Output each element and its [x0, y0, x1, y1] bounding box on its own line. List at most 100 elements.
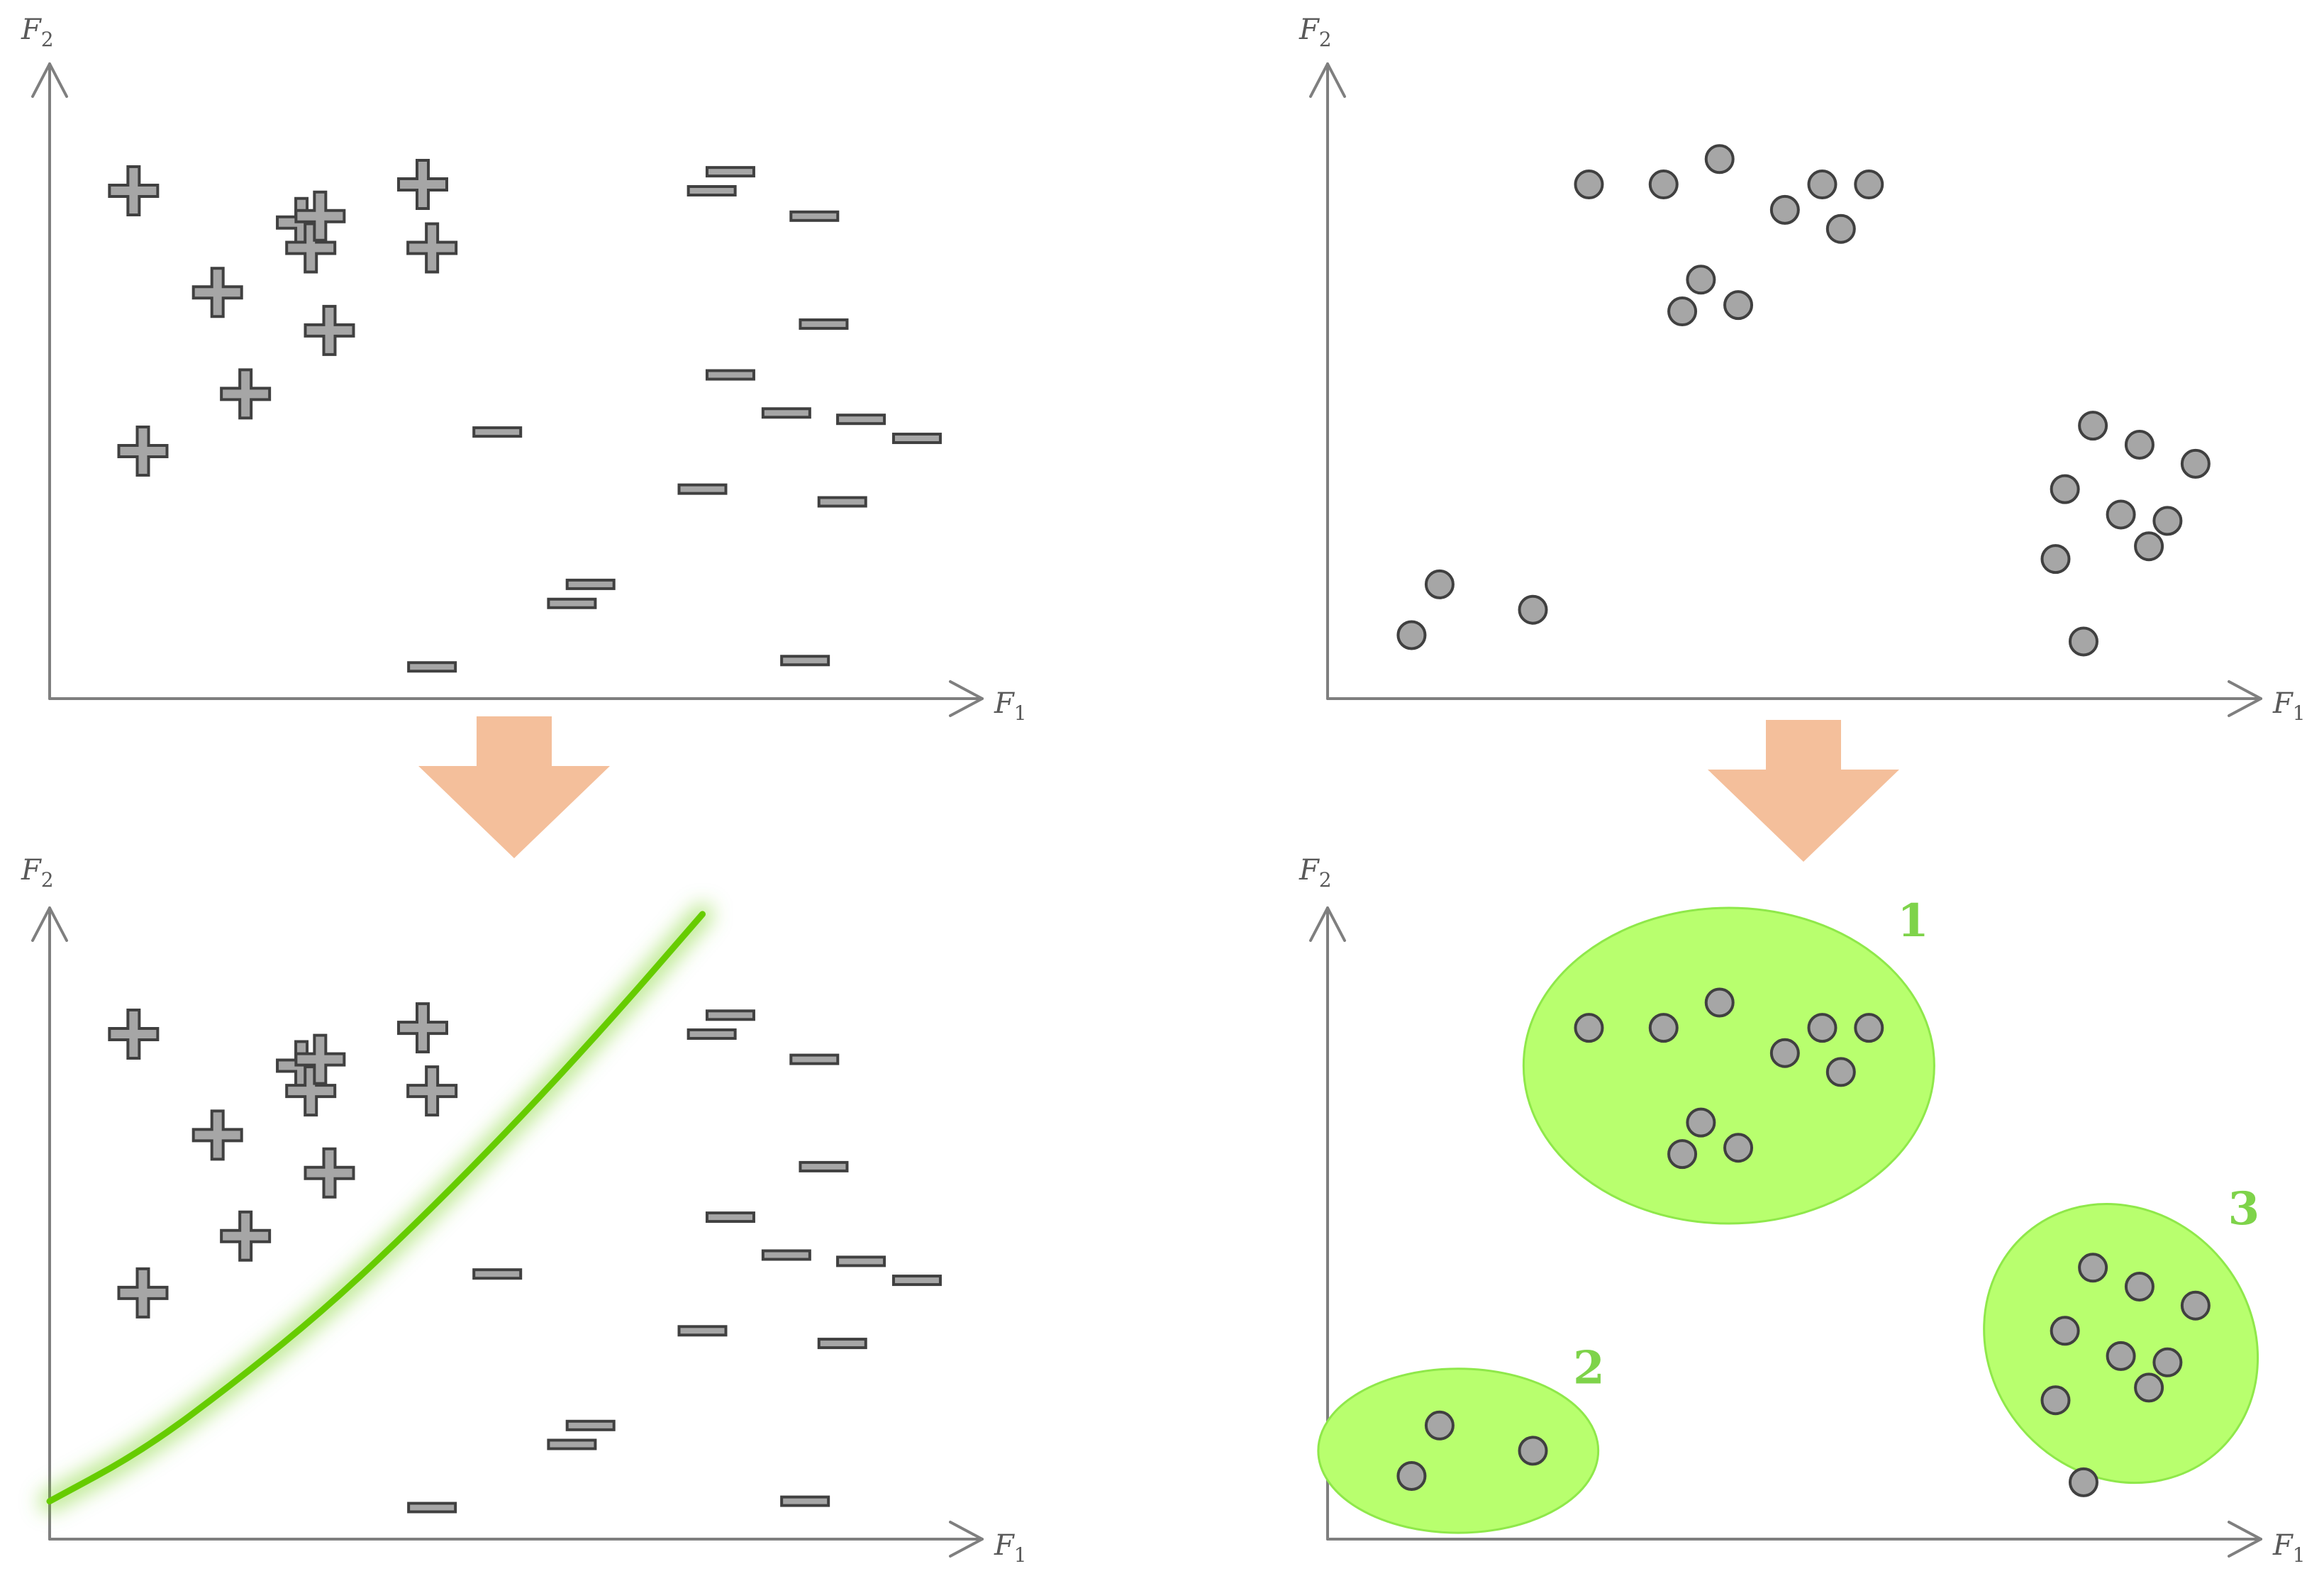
- minus-point: [686, 1028, 737, 1040]
- plus-point: [220, 1210, 272, 1262]
- x-axis-arrowhead: [949, 1521, 984, 1558]
- y-axis-arrowhead: [31, 906, 68, 942]
- y-axis-arrowhead: [1309, 906, 1346, 942]
- minus-point: [836, 1255, 886, 1267]
- minus-point: [789, 1053, 840, 1065]
- data-point: [1723, 1133, 1754, 1163]
- x-axis-arrowhead: [2228, 680, 2262, 717]
- x-axis-label: F1: [2272, 687, 2306, 725]
- y-axis-label: F2: [21, 854, 54, 892]
- classification-step-arrow: [418, 716, 610, 858]
- data-point: [1396, 1461, 1427, 1491]
- data-point: [1769, 194, 1800, 225]
- plus-point: [191, 1109, 243, 1161]
- clustering-step-arrow: [1708, 720, 1899, 862]
- minus-point: [547, 1438, 597, 1450]
- y-axis-arrowhead: [31, 62, 68, 98]
- minus-point: [677, 1325, 728, 1337]
- data-point: [1648, 170, 1679, 200]
- y-axis-label: F2: [21, 13, 54, 51]
- data-point: [1807, 170, 1837, 200]
- minus-point: [547, 597, 597, 609]
- cluster-region-2: [1317, 1367, 1600, 1534]
- classification-points: [108, 1002, 942, 1514]
- plus-point: [294, 190, 346, 242]
- data-point: [2050, 474, 2080, 504]
- plus-point: [117, 1267, 169, 1319]
- plus-point: [191, 267, 243, 318]
- data-point: [2134, 531, 2164, 562]
- minus-point: [686, 185, 737, 196]
- data-point: [2068, 1467, 2098, 1497]
- minus-point: [891, 1275, 942, 1287]
- plus-point: [285, 222, 337, 274]
- cluster-region-1: [1522, 906, 1935, 1225]
- data-point: [1424, 1410, 1455, 1441]
- data-point: [1704, 987, 1735, 1018]
- data-point: [1825, 213, 1856, 244]
- plus-point: [294, 1033, 346, 1085]
- plus-point: [304, 304, 355, 356]
- minus-point: [677, 483, 728, 495]
- cluster-label-2: 2: [1573, 1342, 1605, 1395]
- data-point: [2180, 1290, 2211, 1321]
- x-axis-arrowhead: [2228, 1521, 2262, 1558]
- plus-point: [406, 1065, 458, 1117]
- cluster-label-3: 3: [2228, 1182, 2260, 1236]
- x-axis-label: F1: [994, 1529, 1027, 1567]
- plus-point: [220, 368, 272, 420]
- cluster-regions: 1 2 3: [1317, 894, 2260, 1534]
- data-point: [2040, 544, 2071, 575]
- data-point: [2078, 411, 2108, 441]
- data-point: [2124, 430, 2155, 460]
- plus-point: [108, 165, 160, 216]
- plus-point: [397, 159, 448, 211]
- plus-point: [117, 425, 169, 477]
- minus-point: [761, 1249, 811, 1261]
- minus-point: [407, 1502, 457, 1514]
- y-axis-arrowhead: [1309, 62, 1346, 98]
- data-point: [1648, 1013, 1679, 1043]
- minus-point: [761, 407, 811, 419]
- plus-point: [397, 1002, 448, 1054]
- minus-point: [789, 210, 840, 222]
- minus-point: [472, 1268, 523, 1280]
- data-point: [1686, 1107, 1716, 1138]
- clustering-result-panel: F2 F1 1 2 3: [1299, 854, 2306, 1567]
- minus-point: [799, 1160, 849, 1172]
- data-point: [1825, 1057, 1856, 1087]
- data-point: [2050, 1316, 2080, 1346]
- plus-point: [285, 1065, 337, 1117]
- data-point: [2124, 1272, 2155, 1302]
- minus-point: [705, 1009, 755, 1021]
- data-point: [2134, 1372, 2164, 1403]
- classification-input-panel: F2 F1: [21, 13, 1027, 725]
- data-point: [2068, 626, 2098, 657]
- data-point: [1667, 1139, 1698, 1170]
- minus-point: [891, 433, 942, 445]
- data-point: [2180, 448, 2211, 479]
- minus-point: [817, 496, 867, 508]
- y-axis-label: F2: [1299, 854, 1332, 892]
- minus-point: [705, 369, 755, 381]
- decision-boundary: [39, 903, 713, 1512]
- minus-point: [565, 578, 616, 590]
- data-point: [1518, 1436, 1548, 1466]
- boundary-line: [46, 911, 706, 1505]
- classification-result-panel: F2 F1: [21, 854, 1027, 1567]
- data-point: [1518, 594, 1548, 625]
- data-point: [1667, 296, 1698, 327]
- cluster-label-1: 1: [1897, 894, 1929, 948]
- data-point: [2040, 1385, 2071, 1416]
- minus-point: [836, 414, 886, 426]
- data-point: [1854, 170, 1884, 200]
- data-point: [1574, 1013, 1604, 1043]
- minus-point: [407, 661, 457, 673]
- minus-point: [799, 318, 849, 330]
- classification-points: [108, 159, 942, 673]
- data-point: [2152, 1347, 2183, 1377]
- plus-point: [406, 222, 458, 274]
- minus-point: [817, 1338, 867, 1350]
- data-point: [1723, 290, 1754, 321]
- data-point: [1769, 1038, 1800, 1068]
